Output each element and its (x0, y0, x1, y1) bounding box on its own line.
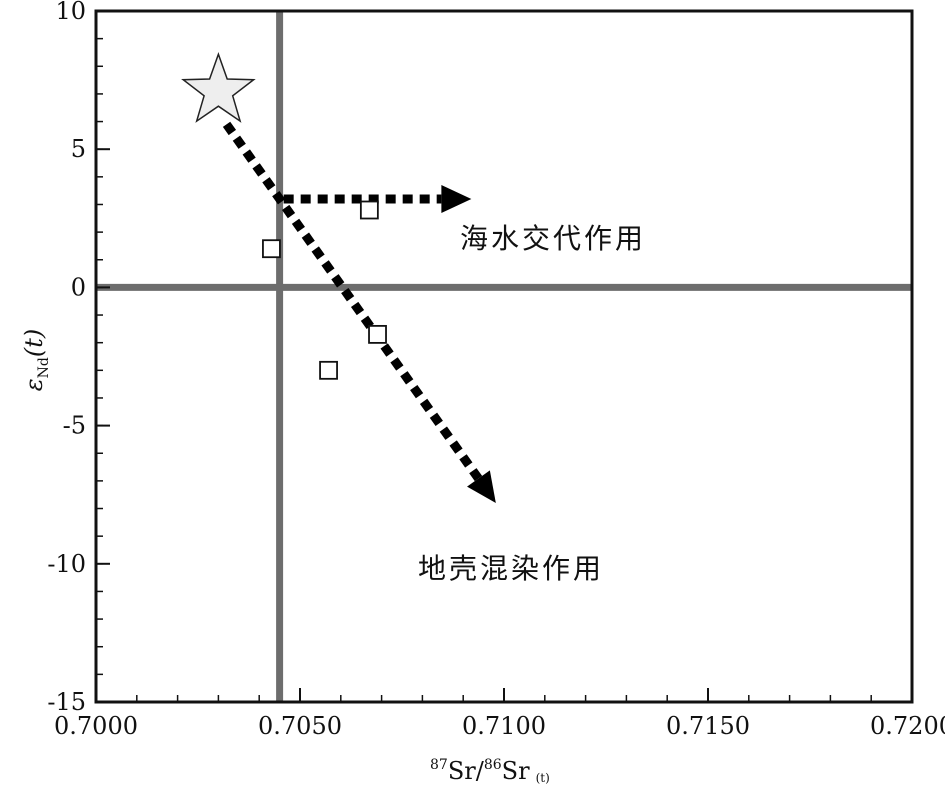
annotation-seawater-metasomatism: 海水交代作用 (460, 222, 646, 255)
plot-frame (94, 9, 914, 704)
x-tick-label-4: 0.7150 (666, 712, 750, 740)
y-tick-label-1: -15 (47, 688, 86, 716)
arrows (222, 121, 496, 503)
y-tick-label-3: -5 (63, 412, 86, 440)
data-point-2 (359, 200, 379, 220)
data-points (181, 51, 387, 380)
x-axis-sr-1: Sr/ (448, 757, 485, 785)
x-axis-sup-86: 86 (484, 757, 502, 773)
y-axis-epsilon: ε (20, 378, 48, 391)
annotation-crustal-contamination: 地壳混染作用 (418, 552, 604, 585)
x-tick-label-3: 0.7100 (462, 712, 546, 740)
x-tick-label-5: 0.7200 (870, 712, 945, 740)
x-axis-sr-2: Sr (502, 757, 530, 785)
y-axis-sub-nd: Nd (36, 357, 52, 378)
x-tick-label-1: 0.7000 (54, 712, 138, 740)
arrow-shaft-1 (222, 121, 483, 482)
star-marker (181, 51, 256, 123)
axis-ticks: 0.7000 0.7050 0.7100 0.7150 0.7200 -15 -10 -5 0 5… (47, 0, 945, 740)
arrow-head-2 (441, 184, 472, 213)
x-tick-label-2: 0.7050 (258, 712, 342, 740)
y-axis-suffix-t: (t) (20, 329, 48, 357)
x-axis-sub-t: (t) (536, 771, 550, 785)
data-point-3 (368, 324, 387, 344)
x-axis-sup-87: 87 (430, 757, 448, 773)
y-tick-label-2: -10 (47, 550, 86, 578)
y-tick-label-6: 10 (55, 0, 86, 25)
y-tick-label-5: 5 (71, 135, 86, 163)
plot-border (94, 9, 914, 704)
arrow-head-1 (467, 470, 496, 503)
x-axis-title: 87Sr/86Sr (t) (430, 757, 550, 785)
y-tick-label-4: 0 (71, 273, 86, 301)
data-point-1 (262, 239, 281, 259)
data-point-4 (319, 360, 338, 380)
reference-lines (96, 11, 912, 702)
y-axis-title: εNd(t) (20, 329, 52, 391)
